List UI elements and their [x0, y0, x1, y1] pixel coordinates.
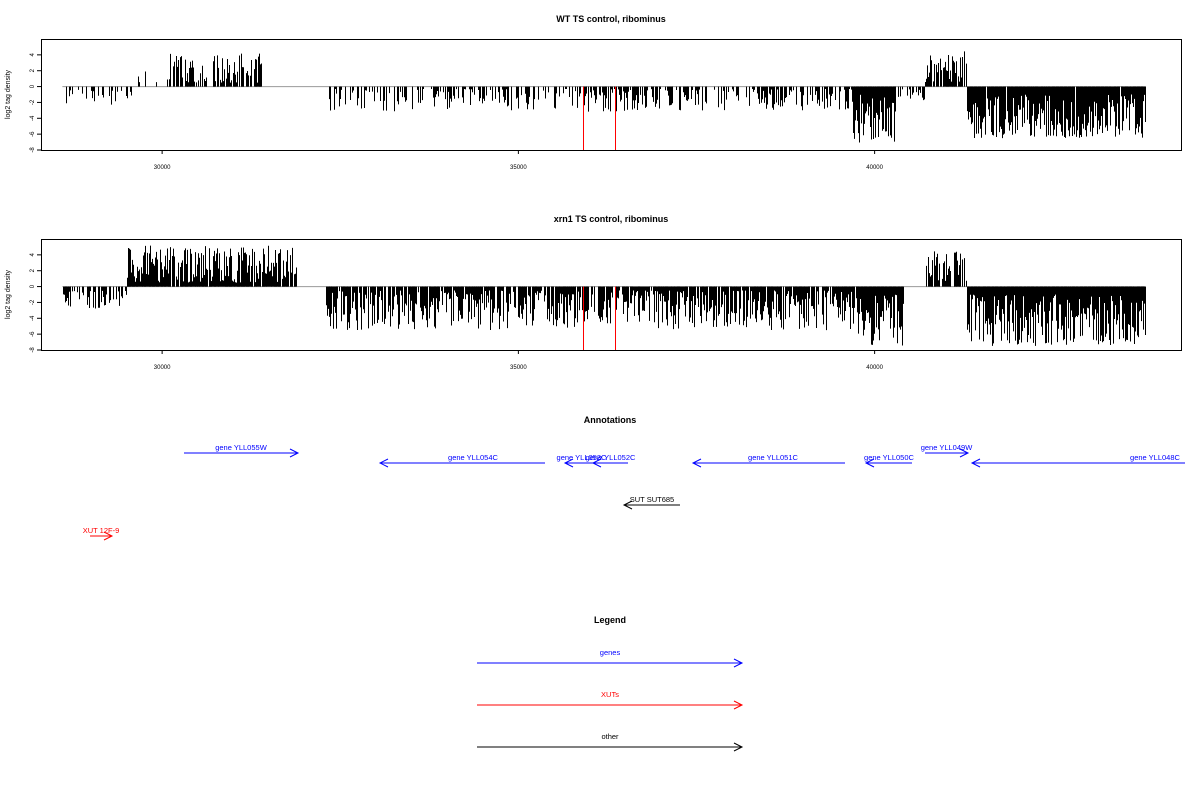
- annotation-label: gene YLL055W: [215, 443, 267, 452]
- legend-label: other: [601, 732, 619, 741]
- annotation-gene: gene YLL049W: [921, 443, 973, 458]
- chart-panel-2: xrn1 TS control, ribominus log2 tag densi…: [5, 214, 1182, 371]
- plot-frame: [41, 39, 1182, 151]
- annotation-gene: gene YLL052C: [586, 453, 636, 468]
- bar-series: [63, 245, 1146, 346]
- y-tick-label: -8: [30, 347, 36, 353]
- y-tick-label: -6: [30, 331, 36, 337]
- y-tick-label: 0: [30, 84, 36, 88]
- x-tick-label: 40000: [866, 365, 883, 371]
- chart-title: WT TS control, ribominus: [556, 14, 666, 24]
- x-tick-label: 30000: [154, 165, 171, 171]
- arrow-head: [103, 531, 114, 541]
- annotation-xut: XUT 12F-9: [83, 526, 120, 541]
- annotation-label: gene YLL054C: [448, 453, 498, 462]
- x-tick-label: 35000: [510, 165, 527, 171]
- annotation-gene: gene YLL050C: [864, 453, 915, 468]
- arrow-head: [591, 458, 602, 468]
- annotation-gene: gene YLL055W: [184, 443, 300, 458]
- annotation-label: gene YLL049W: [921, 443, 973, 452]
- arrow-head: [563, 458, 574, 468]
- arrow-head: [289, 448, 300, 458]
- arrow-head: [733, 700, 744, 710]
- annotations-title: Annotations: [584, 415, 637, 425]
- y-tick-label: 2: [30, 68, 36, 72]
- annotation-label: gene YLL052C: [586, 453, 636, 462]
- y-axis-label: log2 tag density: [5, 69, 12, 119]
- y-tick-label: -4: [30, 115, 36, 121]
- arrow-head: [378, 458, 389, 468]
- arrow-head: [959, 448, 970, 458]
- arrow-head: [691, 458, 702, 468]
- y-tick-label: -6: [30, 131, 36, 137]
- y-tick-label: 4: [30, 253, 36, 257]
- annotation-gene: gene YLL054C: [378, 453, 545, 468]
- y-tick-label: -8: [30, 147, 36, 153]
- chart-panel-1: WT TS control, ribominus log2 tag density…: [5, 14, 1182, 171]
- y-axis-label: log2 tag density: [5, 269, 12, 319]
- annotation-label: XUT 12F-9: [83, 526, 120, 535]
- legend-label: XUTs: [601, 690, 619, 699]
- chart-title: xrn1 TS control, ribominus: [554, 214, 669, 224]
- plot-frame: [41, 239, 1182, 351]
- annotation-label: gene YLL053C: [557, 453, 607, 462]
- y-tick-label: 0: [30, 284, 36, 288]
- annotation-label: gene YLL050C: [864, 453, 914, 462]
- x-tick-label: 30000: [154, 365, 171, 371]
- annotation-label: gene YLL048C: [1130, 453, 1180, 462]
- y-tick-label: 4: [30, 53, 36, 57]
- legend-item-other: other: [477, 732, 744, 752]
- arrow-head: [970, 458, 981, 468]
- y-tick-label: -2: [30, 99, 36, 105]
- bar-series: [66, 51, 1146, 143]
- annotation-gene: gene YLL048C: [970, 453, 1185, 468]
- x-tick-label: 35000: [510, 365, 527, 371]
- y-tick-label: -4: [30, 315, 36, 321]
- annotation-label: SUT SUT685: [630, 495, 674, 504]
- x-tick-label: 40000: [866, 165, 883, 171]
- annotations-track: Annotations gene YLL055W gene YLL054C gene …: [83, 415, 1185, 541]
- arrow-head: [733, 658, 744, 668]
- legend-title: Legend: [594, 615, 626, 625]
- legend-item-xut: XUTs: [477, 690, 744, 710]
- y-tick-label: -2: [30, 299, 36, 305]
- legend: Legend genes XUTs other: [477, 615, 744, 752]
- legend-label: genes: [600, 648, 621, 657]
- arrow-head: [622, 500, 633, 510]
- y-tick-label: 2: [30, 268, 36, 272]
- annotation-label: gene YLL051C: [748, 453, 798, 462]
- arrow-head: [733, 742, 744, 752]
- arrow-head: [864, 458, 875, 468]
- annotation-other: SUT SUT685: [622, 495, 680, 510]
- legend-item-gene: genes: [477, 648, 744, 668]
- annotation-gene: gene YLL051C: [691, 453, 845, 468]
